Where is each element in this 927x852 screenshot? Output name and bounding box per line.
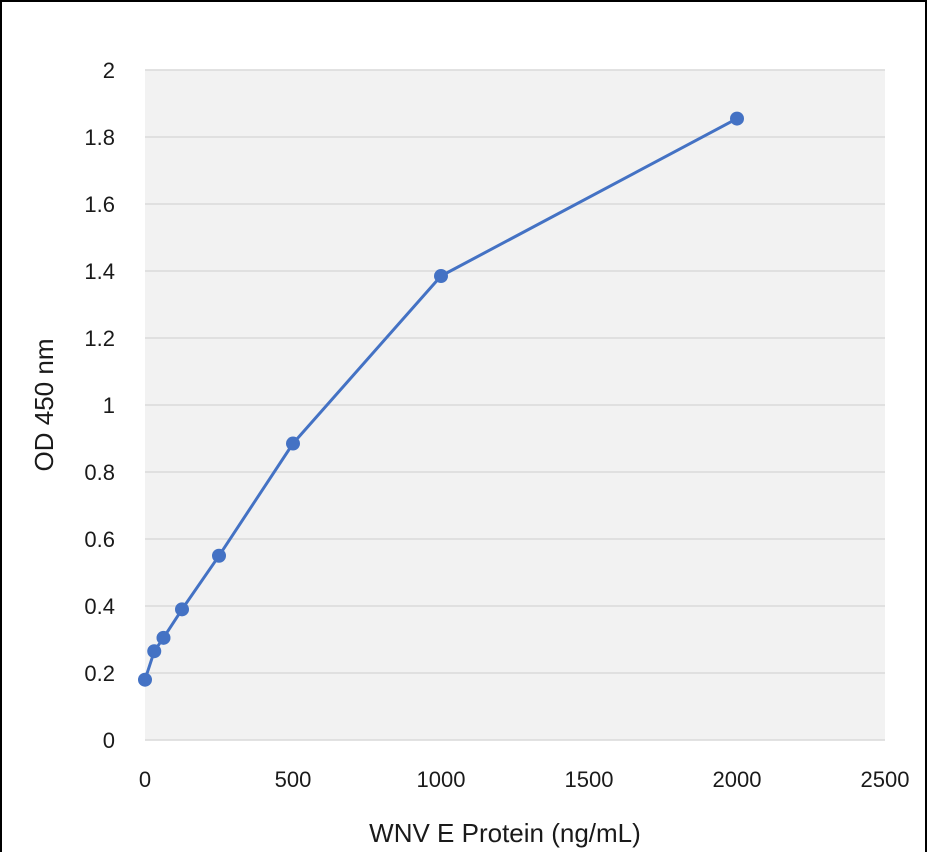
x-tick-label: 2500 (861, 767, 910, 792)
data-point (147, 644, 162, 659)
y-tick-label: 1.6 (84, 192, 115, 217)
x-tick-label: 1000 (417, 767, 466, 792)
data-point (175, 602, 189, 617)
y-tick-label: 0.6 (84, 527, 115, 552)
y-tick-label: 0.2 (84, 661, 115, 686)
x-tick-label: 0 (139, 767, 151, 792)
y-tick-label: 1 (103, 393, 115, 418)
y-tick-label: 0.4 (84, 594, 115, 619)
y-tick-label: 1.4 (84, 259, 115, 284)
data-point (138, 672, 152, 687)
data-point (212, 548, 226, 563)
y-tick-label: 2 (103, 58, 115, 83)
y-tick-label: 0 (103, 728, 115, 753)
y-tick-label: 1.8 (84, 125, 115, 150)
y-tick-label: 1.2 (84, 326, 115, 351)
data-point (434, 269, 448, 284)
x-tick-label: 1500 (565, 767, 614, 792)
y-tick-label: 0.8 (84, 460, 115, 485)
gridlines (145, 69, 885, 741)
y-axis-title: OD 450 nm (29, 339, 59, 472)
y-axis-ticks: 0 0.2 0.4 0.6 0.8 1 1.2 1.4 1.6 1.8 2 (84, 58, 115, 753)
data-point (286, 436, 300, 451)
data-series (138, 111, 744, 687)
data-point (730, 111, 744, 126)
data-point (156, 630, 171, 645)
x-tick-label: 2000 (713, 767, 762, 792)
x-axis-ticks: 0 500 1000 1500 2000 2500 (139, 767, 910, 792)
x-axis-title: WNV E Protein (ng/mL) (369, 818, 641, 848)
x-tick-label: 500 (275, 767, 312, 792)
